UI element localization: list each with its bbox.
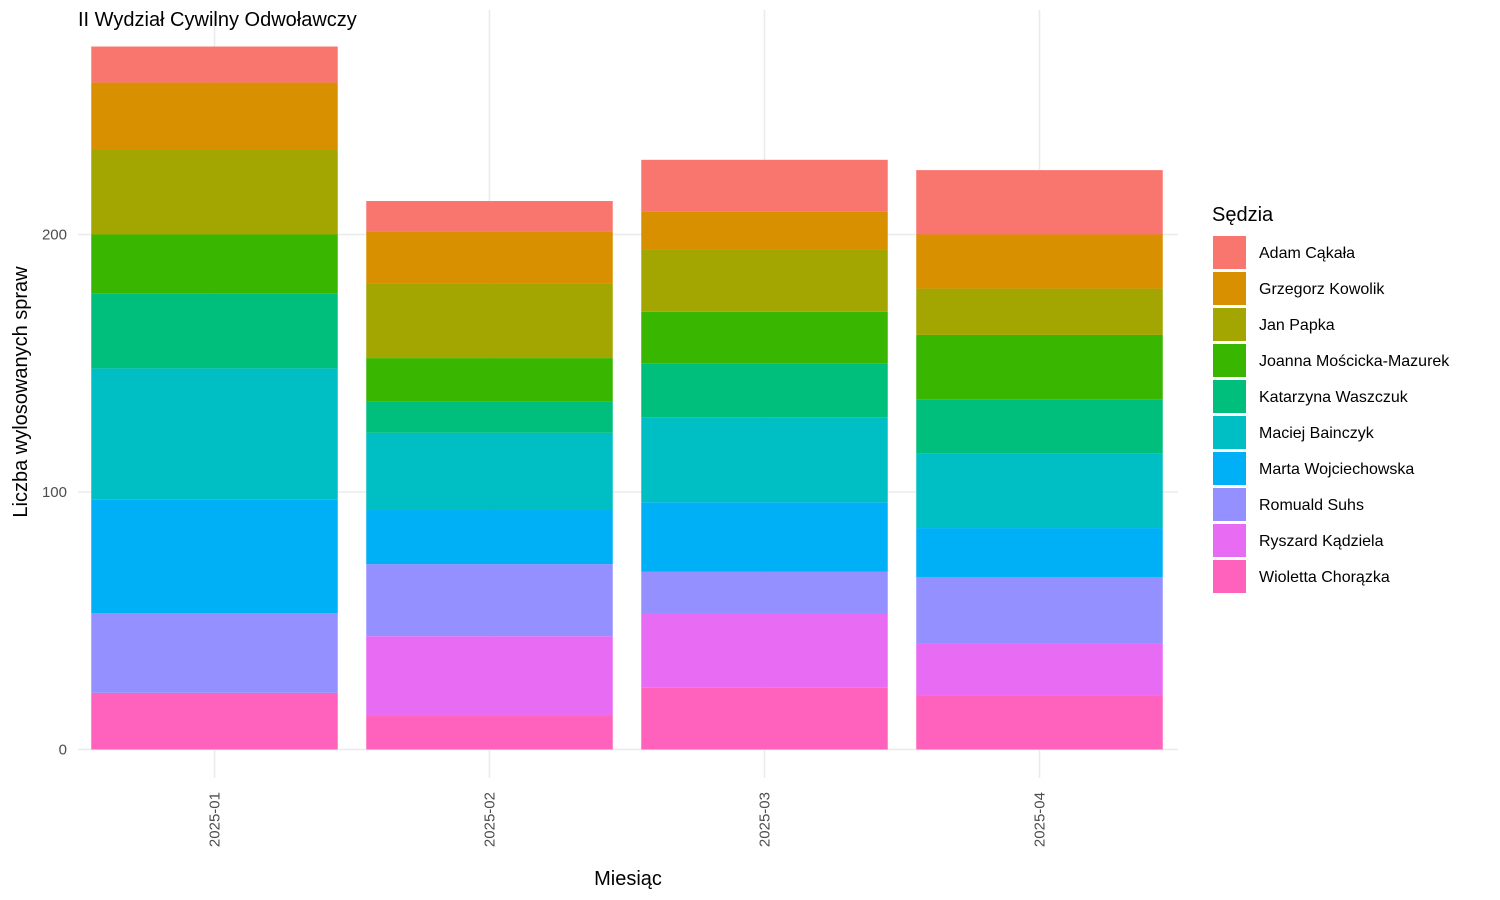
legend-key bbox=[1213, 524, 1246, 557]
bar-segment bbox=[641, 417, 888, 503]
bar-segment bbox=[91, 149, 338, 235]
legend-label: Adam Cąkała bbox=[1259, 245, 1355, 262]
bar-segment bbox=[916, 528, 1163, 577]
bar-segment bbox=[916, 234, 1163, 289]
bar-segment bbox=[641, 159, 888, 212]
legend-label: Marta Wojciechowska bbox=[1259, 461, 1414, 478]
legend-title: Sędzia bbox=[1212, 204, 1274, 226]
bar-segment bbox=[916, 288, 1163, 335]
bar-segment bbox=[916, 695, 1163, 750]
bar-segment bbox=[91, 46, 338, 83]
y-axis-title: Liczba wylosowanych spraw bbox=[10, 266, 32, 518]
legend-key bbox=[1213, 272, 1246, 305]
legend-key bbox=[1213, 236, 1246, 269]
bar-segment bbox=[91, 293, 338, 369]
bar-segment bbox=[91, 82, 338, 150]
bar-segment bbox=[91, 234, 338, 294]
chart-title: II Wydział Cywilny Odwoławczy bbox=[78, 9, 357, 31]
bar-segment bbox=[641, 613, 888, 688]
bar-segment bbox=[916, 453, 1163, 529]
bar-segment bbox=[366, 401, 613, 433]
legend-label: Jan Papka bbox=[1259, 317, 1335, 334]
legend-label: Ryszard Kądziela bbox=[1259, 533, 1384, 550]
legend-label: Romuald Suhs bbox=[1259, 497, 1364, 514]
legend-key bbox=[1213, 452, 1246, 485]
y-tick-label: 100 bbox=[42, 484, 67, 501]
x-axis-ticks: 2025-01 2025-02 2025-03 2025-04 bbox=[207, 792, 1049, 847]
legend-key bbox=[1213, 344, 1246, 377]
bar-segment bbox=[366, 201, 613, 232]
bar-segment bbox=[641, 363, 888, 418]
legend: Sędzia Adam Cąkała Grzegorz Kowolik Jan Pa… bbox=[1212, 204, 1450, 593]
bar-segment bbox=[641, 502, 888, 572]
legend-key bbox=[1213, 416, 1246, 449]
legend-label: Grzegorz Kowolik bbox=[1259, 281, 1385, 298]
legend-label: Maciej Bainczyk bbox=[1259, 425, 1375, 442]
x-tick-label: 2025-03 bbox=[757, 792, 774, 847]
y-tick-label: 200 bbox=[42, 227, 67, 244]
bar-segment bbox=[366, 510, 613, 565]
legend-key bbox=[1213, 560, 1246, 593]
legend-label: Katarzyna Waszczuk bbox=[1259, 389, 1409, 406]
legend-key bbox=[1213, 308, 1246, 341]
bar-segment bbox=[916, 170, 1163, 235]
y-tick-label: 0 bbox=[59, 742, 67, 759]
bar-segment bbox=[366, 564, 613, 637]
x-tick-label: 2025-04 bbox=[1032, 792, 1049, 847]
bar-segment bbox=[366, 358, 613, 402]
bar-segment bbox=[366, 283, 613, 359]
x-tick-label: 2025-02 bbox=[482, 792, 499, 847]
bar-segment bbox=[641, 211, 888, 250]
bar-segment bbox=[641, 687, 888, 750]
bar-segment bbox=[91, 613, 338, 693]
legend-key bbox=[1213, 380, 1246, 413]
bar-segment bbox=[916, 576, 1163, 644]
bar-segment bbox=[91, 692, 338, 750]
bars bbox=[91, 46, 1163, 750]
bar-segment bbox=[641, 571, 888, 614]
x-axis-title: Miesiąc bbox=[594, 868, 662, 890]
bar-segment bbox=[366, 432, 613, 511]
legend-label: Wioletta Chorązka bbox=[1259, 569, 1390, 586]
legend-key bbox=[1213, 488, 1246, 521]
bar-segment bbox=[916, 334, 1163, 400]
bar-segment bbox=[91, 368, 338, 500]
bar-segment bbox=[366, 636, 613, 717]
x-tick-label: 2025-01 bbox=[207, 792, 224, 847]
bar-segment bbox=[916, 643, 1163, 696]
y-axis-ticks: 0 100 200 bbox=[42, 227, 67, 759]
bar-segment bbox=[366, 231, 613, 284]
bar-segment bbox=[916, 399, 1163, 454]
bar-segment bbox=[641, 249, 888, 312]
legend-label: Joanna Mościcka-Mazurek bbox=[1259, 353, 1450, 370]
bar-segment bbox=[366, 716, 613, 750]
bar-segment bbox=[641, 311, 888, 364]
bar-segment bbox=[91, 499, 338, 614]
